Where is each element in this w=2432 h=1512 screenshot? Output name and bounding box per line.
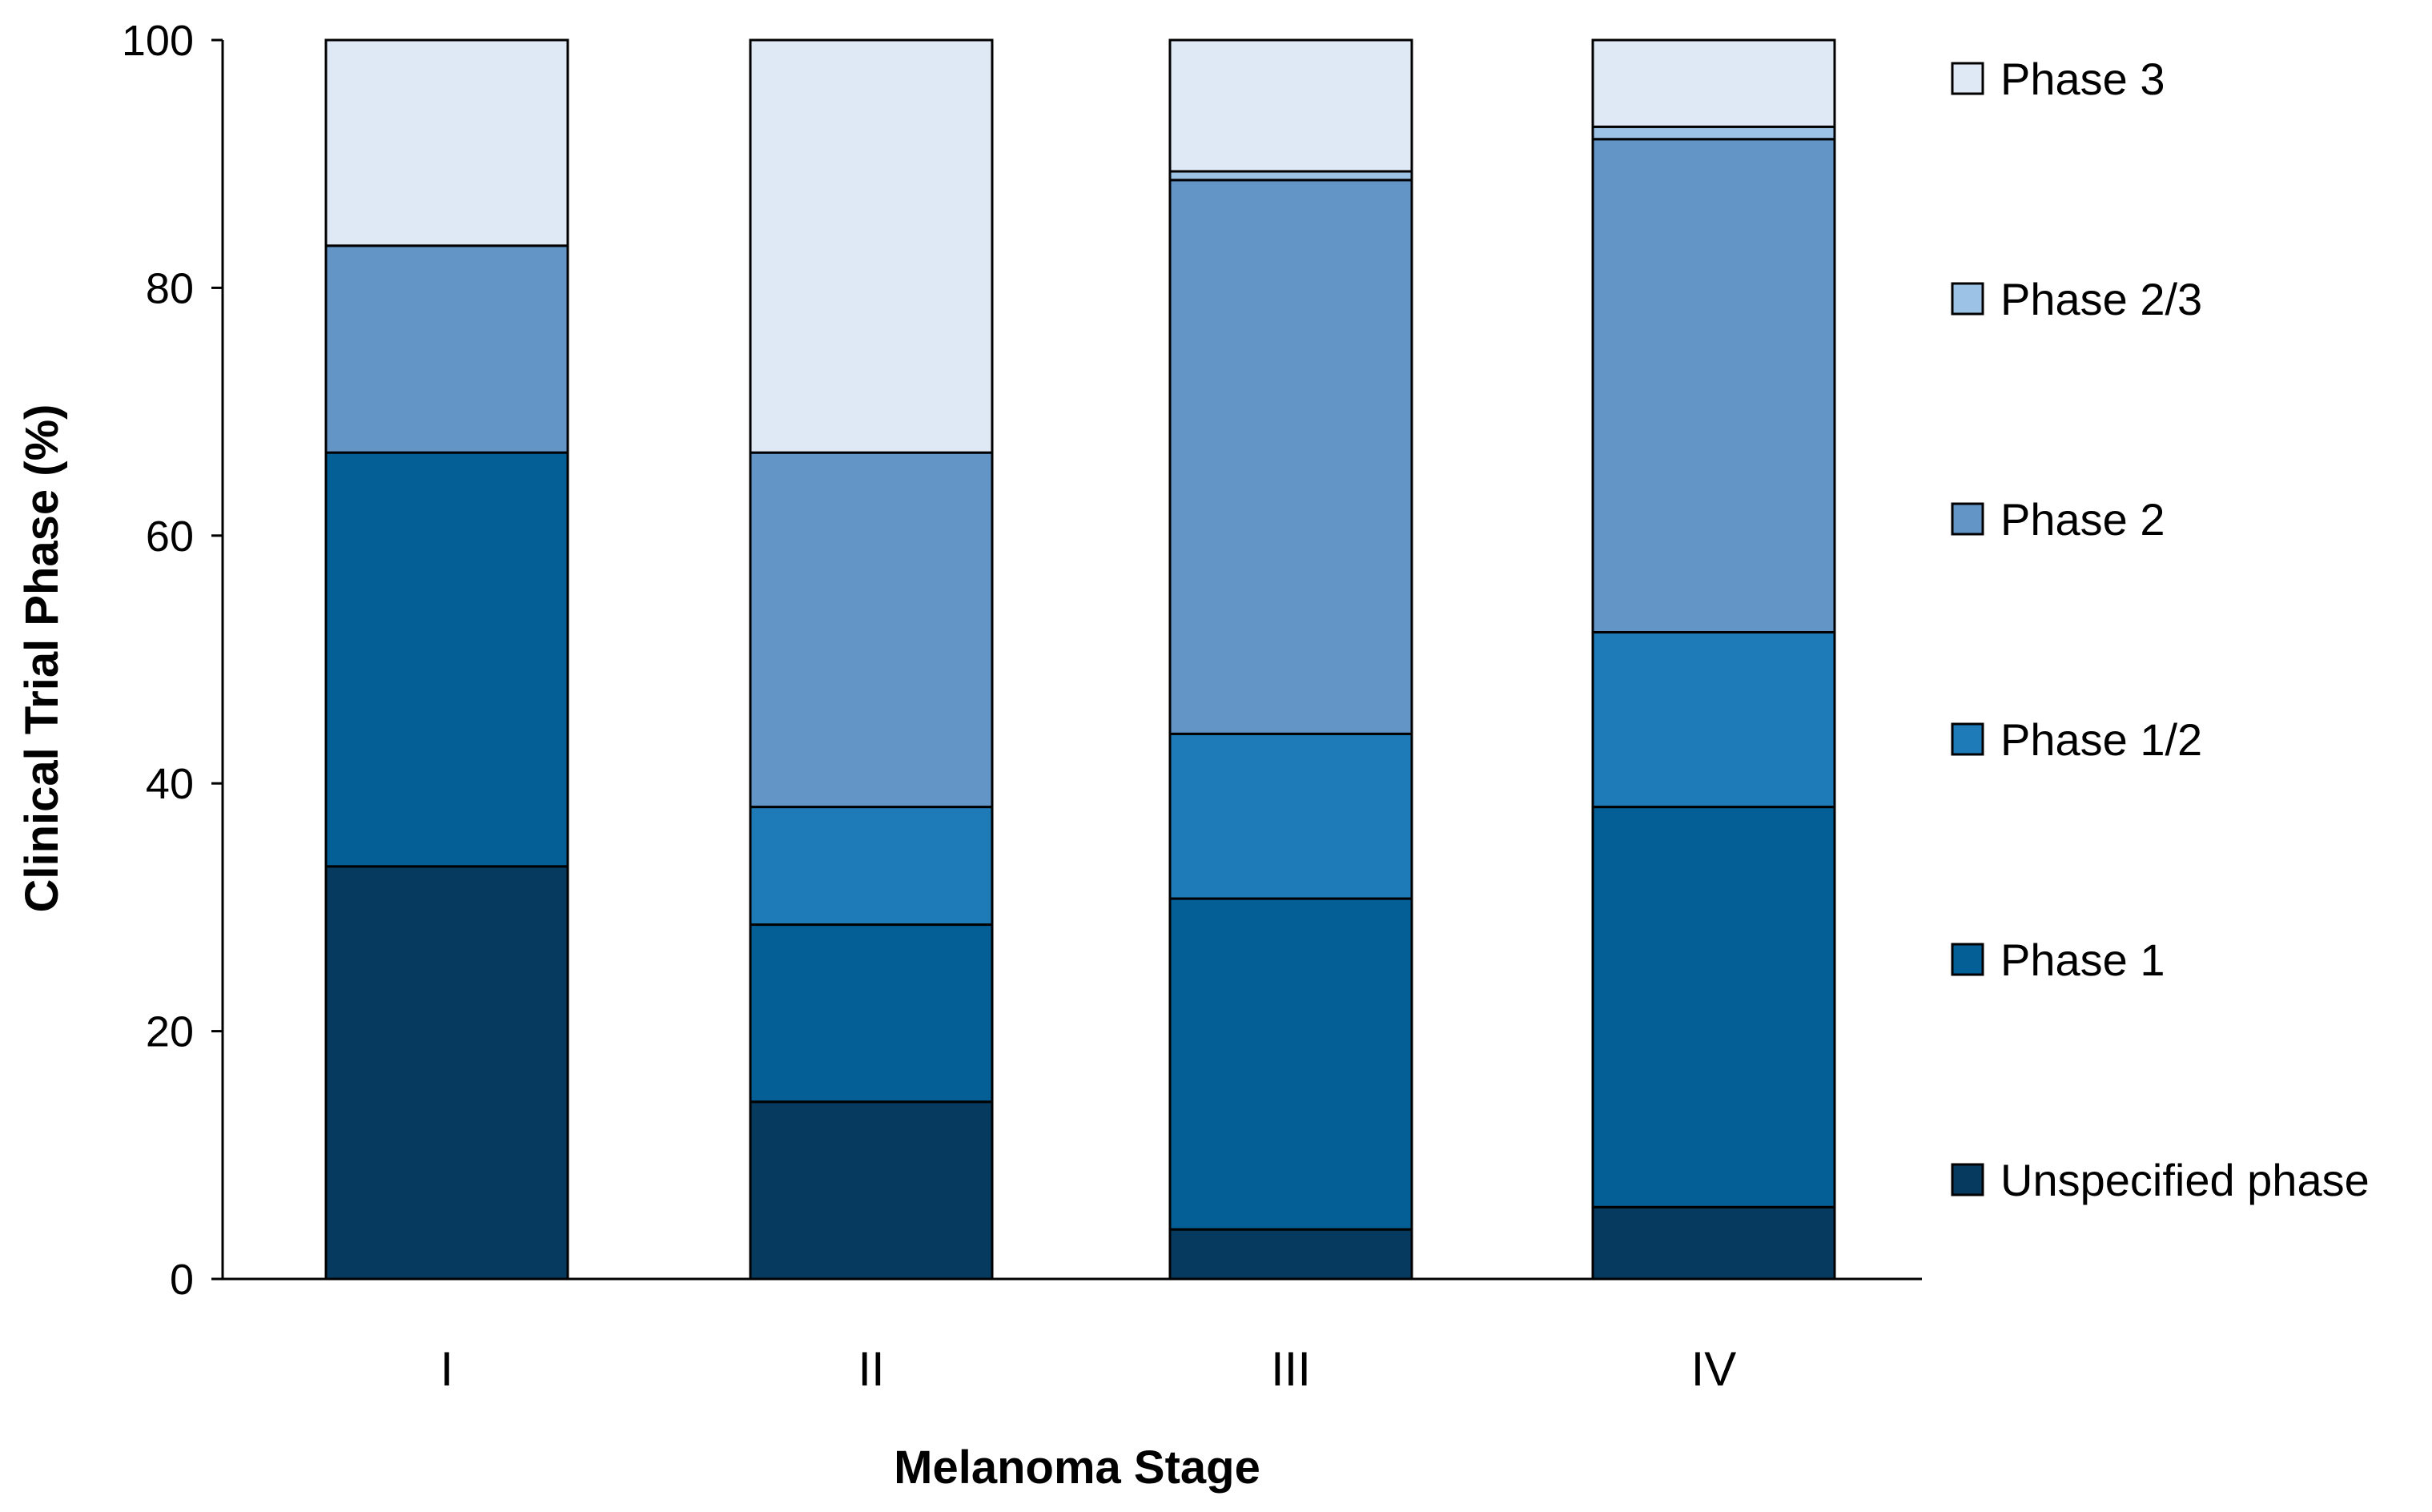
legend-label: Phase 3 [2000,54,2165,104]
bar-segment-I-4 [324,244,569,454]
legend-label: Phase 2 [2000,494,2165,545]
y-tick-label: 20 [146,1008,194,1056]
bar-segment-II-1 [749,1100,994,1281]
bar-segment-IV-5 [1591,125,1836,141]
bar-segment-I-6 [324,38,569,247]
y-tick-labels: 0 20 40 60 80 100 [122,17,194,1304]
bar-segment-II-6 [749,38,994,454]
legend-swatch [1951,62,1984,95]
x-tick-label: II [858,1342,884,1396]
legend-swatch [1951,722,1984,756]
bar-segment-IV-6 [1591,38,1836,128]
legend-label: Phase 1 [2000,935,2165,985]
x-axis-title: Melanoma Stage [894,1442,1260,1494]
legend-swatch [1951,1163,1984,1196]
x-tick-labels: I II III IV [440,1342,1737,1396]
legend-label: Unspecified phase [2000,1155,2370,1205]
axes [211,38,1922,1281]
bar-segment-III-6 [1168,38,1413,173]
bar-segment-II-3 [749,806,994,927]
bar-segment-IV-2 [1591,806,1836,1208]
x-tick-label: I [440,1342,454,1396]
bar-segment-IV-1 [1591,1205,1836,1281]
legend-label: Phase 1/2 [2000,714,2202,765]
bar-segment-III-3 [1168,732,1413,900]
bar-segment-III-1 [1168,1228,1413,1281]
bar-segment-III-5 [1168,170,1413,182]
y-tick-label: 60 [146,513,194,561]
bars [324,38,1836,1281]
bar-segment-III-4 [1168,179,1413,735]
bar-segment-III-2 [1168,897,1413,1231]
legend-swatch [1951,502,1984,536]
y-tick-label: 80 [146,264,194,312]
bar-segment-IV-4 [1591,138,1836,633]
legend-swatch [1951,943,1984,976]
x-tick-label: III [1271,1342,1311,1396]
x-tick-label: IV [1691,1342,1737,1396]
y-tick-label: 40 [146,760,194,808]
y-tick-label: 100 [122,17,194,65]
bar-segment-II-4 [749,451,994,809]
legend: Phase 3 Phase 2/3 Phase 2 Phase 1/2 Phase 1 U… [1951,54,2370,1205]
bar-segment-I-2 [324,451,569,868]
bar-segment-IV-3 [1591,630,1836,809]
legend-swatch [1951,282,1984,316]
y-axis-title: Clinical Trial Phase (%) [16,404,68,913]
bar-segment-II-2 [749,923,994,1104]
y-tick-label: 0 [170,1256,194,1304]
legend-label: Phase 2/3 [2000,274,2202,324]
bar-segment-I-1 [324,865,569,1281]
